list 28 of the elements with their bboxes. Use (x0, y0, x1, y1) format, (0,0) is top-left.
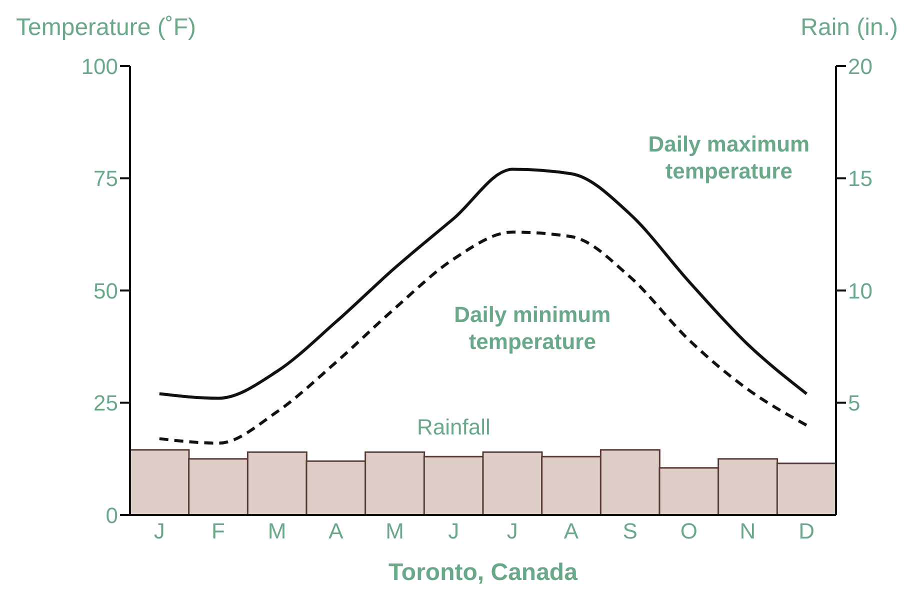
x-tick-label: J (154, 518, 165, 544)
x-tick-label: A (564, 518, 579, 544)
y-tick-label: 25 (94, 390, 118, 416)
series-label: Daily minimum temperature (454, 302, 611, 354)
y-tick-label: 75 (94, 166, 118, 192)
line-series (158, 230, 808, 445)
series-label: Rainfall (416, 414, 490, 440)
y2-tick-label: 5 (848, 390, 860, 416)
x-tick-label: J (506, 518, 518, 544)
x-tick-label: O (680, 518, 698, 544)
y-axis-title: Temperature (˚F) (16, 14, 196, 42)
x-tick-label: D (798, 518, 815, 544)
x-tick-label: M (386, 518, 404, 544)
x-tick-label: J (448, 518, 460, 544)
x-tick-label: N (740, 518, 756, 544)
y2-tick-label: 10 (848, 278, 872, 304)
x-tick-label: M (268, 518, 286, 544)
y-tick-label: 100 (81, 54, 118, 79)
x-tick-label: A (328, 518, 344, 544)
x-tick-label: S (622, 518, 638, 544)
y-tick-label: 0 (106, 502, 118, 528)
y2-axis-title: Rain (in.) (800, 14, 898, 42)
x-tick-label: F (212, 518, 225, 544)
y2-tick-label: 20 (848, 54, 872, 79)
y-tick-label: 50 (94, 278, 118, 304)
series-label: Daily maximum temperature (648, 132, 810, 184)
x-axis-title: Toronto, Canada (388, 559, 578, 586)
y2-tick-label: 15 (848, 166, 872, 192)
